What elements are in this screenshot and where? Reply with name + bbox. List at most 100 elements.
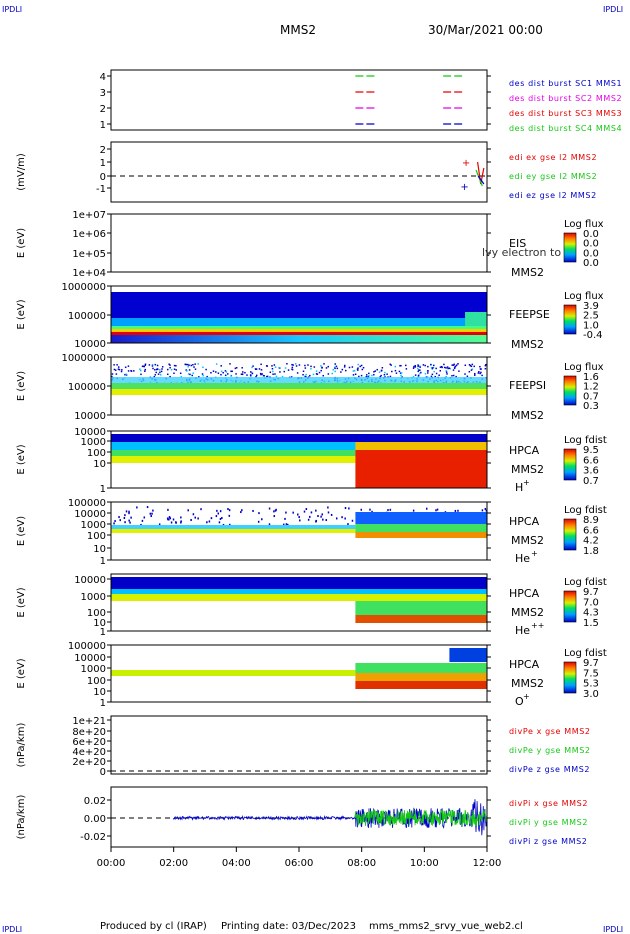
hpca-he1-sparse-pixel [309, 515, 311, 518]
hpca-he1-sparse-pixel [118, 516, 120, 519]
hpca-he1-sparse-pixel [257, 520, 260, 523]
colorbar [563, 590, 577, 623]
feepsi-sparse-pixel [352, 374, 355, 376]
feepsi-sparse-pixel [323, 363, 325, 365]
feepsi-sparse-pixel [447, 367, 449, 370]
x-tick-label: 00:00 [97, 858, 126, 869]
hpca-he1-sparse-pixel [261, 518, 263, 521]
y-tick-label: 10000 [74, 339, 106, 350]
hpca-he1-sparse-pixel [128, 510, 130, 513]
x-tick-label: 02:00 [159, 858, 188, 869]
feepsi-sparse-pixel [353, 369, 356, 372]
hpca-he1-sparse-pixel [298, 516, 300, 519]
hpca-h-late-red [355, 450, 487, 488]
feepsi-cyan-band [111, 377, 487, 383]
feepsi-sparse-pixel [451, 364, 453, 366]
feepsi-sparse-pixel [260, 363, 262, 366]
species-charge-label: + [523, 692, 530, 701]
feepsi-sparse-pixel [371, 374, 373, 377]
colorbar-title: Log fdist [564, 648, 607, 659]
feepsi-sparse-pixel [449, 367, 451, 370]
hpca-h-blue-band [111, 434, 487, 442]
feepsi-sparse-pixel [144, 364, 147, 367]
hpca-he1-sparse-pixel [175, 521, 177, 524]
feepsi-sparse-pixel [291, 368, 293, 371]
feepsi-sparse-pixel [118, 368, 121, 371]
y-tick-label: 2 [100, 104, 106, 115]
instrument-label: FEEPSI [509, 379, 546, 392]
feepsi-sparse-pixel [217, 372, 220, 374]
hpca-he1-sparse-pixel [158, 523, 161, 526]
hpca-he1-late-green [355, 524, 487, 532]
feepsi-sparse-pixel [378, 371, 381, 373]
feepsi-sparse-pixel [185, 369, 187, 371]
feepsi-sparse-pixel [484, 367, 487, 370]
x-axis: 00:00 02:00 04:00 06:00 08:00 10:00 12:00 [97, 847, 502, 869]
feepsi-sparse-pixel [400, 372, 403, 374]
y-tick-label: 1000000 [61, 353, 106, 364]
x-tick-label: 10:00 [410, 858, 439, 869]
legend-entry: divPe z gse MMS2 [509, 765, 590, 774]
feepsi-sparse-pixel [189, 373, 191, 376]
colorbar [563, 661, 577, 694]
legend-entry: des dist burst SC3 MMS3 [509, 109, 622, 118]
feepsi-sparse-pixel [251, 372, 254, 375]
y-tick-label: 2e+20 [72, 757, 106, 768]
colorbar-tick-label: 4.3 [583, 608, 599, 619]
species-label: O [515, 695, 524, 708]
y-axis-label: E (eV) [16, 516, 27, 546]
panel-frame [110, 69, 488, 131]
feepsi-sparse-pixel [431, 367, 434, 370]
feepsi-sparse-pixel [399, 364, 401, 367]
hpca-he1-yellow-band [111, 529, 356, 533]
feepsi-sparse-pixel [358, 375, 360, 378]
feepsi-sparse-pixel [240, 373, 243, 376]
feepse-low-band [111, 326, 487, 330]
hpca-he1-sparse-pixel [360, 508, 363, 511]
hpca-he1-sparse-pixel [258, 512, 260, 515]
feepsi-sparse-pixel [457, 363, 459, 365]
panels: 4 3 2 1 des dist burst SC1 MMS1 des dist burs… [16, 69, 622, 848]
hpca-he2-late-green [355, 601, 487, 615]
x-tick-label: 06:00 [285, 858, 314, 869]
hpca-he1-sparse-pixel [150, 515, 152, 518]
colorbar-tick-label: 7.5 [583, 668, 599, 679]
hpca-he1-sparse-pixel [317, 515, 319, 518]
hpca-he1-sparse-pixel [128, 512, 130, 515]
feepsi-sparse-pixel [120, 370, 123, 373]
hpca-he1-sparse-pixel [125, 510, 128, 513]
y-tick-label: 1e+05 [72, 249, 106, 260]
colorbar-tick-label: -0.4 [583, 330, 603, 341]
colorbar-tick-label: 1.6 [583, 372, 599, 383]
colorbar-tick-label: 1.5 [583, 618, 599, 629]
feepsi-sparse-pixel [151, 365, 154, 367]
feepsi-sparse-pixel [405, 364, 407, 367]
y-axis-label: E (eV) [16, 444, 27, 474]
y-tick-label: 1e+07 [72, 210, 106, 221]
feepsi-sparse-pixel [255, 374, 258, 377]
feepsi-sparse-pixel [360, 364, 363, 367]
colorbar-title: Log fdist [564, 505, 607, 516]
instrument-label: FEEPSE [509, 308, 550, 321]
hpca-he1-sparse-pixel [149, 512, 152, 515]
colorbar-title: Log flux [564, 362, 604, 373]
feepsi-sparse-pixel [186, 370, 188, 372]
species-charge-label: ++ [531, 621, 544, 630]
feepsi-sparse-pixel [351, 366, 354, 368]
hpca-he1-sparse-pixel [325, 519, 328, 522]
y-tick-label: 1000 [81, 664, 106, 675]
feepsi-sparse-pixel [143, 365, 146, 368]
colorbar-tick-label: 0.0 [583, 229, 599, 240]
hpca-he1-sparse-pixel [347, 523, 349, 526]
hpca-he1-sparse-pixel [167, 518, 169, 521]
feepsi-sparse-pixel [258, 368, 261, 370]
feepsi-sparse-pixel [381, 367, 384, 369]
hpca-he1-sparse-pixel [320, 515, 322, 518]
hpca-he2-cyan-band [111, 589, 487, 594]
feepsi-sparse-pixel [304, 364, 306, 367]
feepsi-sparse-pixel [272, 370, 274, 373]
feepsi-sparse-pixel [261, 373, 263, 375]
x-tick-label: 12:00 [473, 858, 502, 869]
y-tick-label: 1 [100, 627, 106, 638]
hpca-he1-sparse-pixel [119, 519, 121, 522]
